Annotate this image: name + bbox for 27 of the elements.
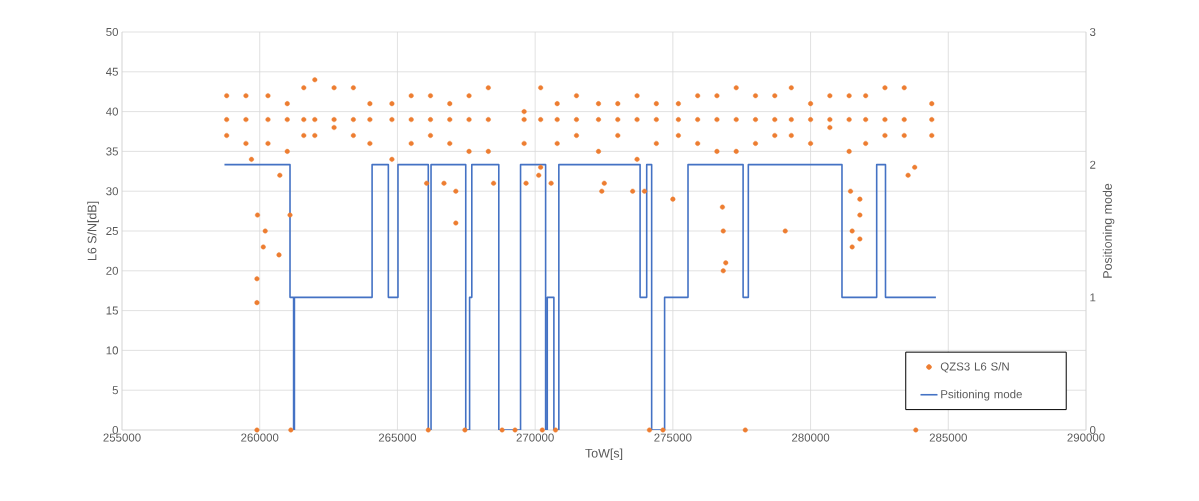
y-axis-title: L6 S/N[dB] xyxy=(87,201,99,261)
legend-label: QZS3 L6 S/N xyxy=(940,362,1009,373)
y-tick-label: 45 xyxy=(106,67,118,76)
x-tick-label: 285000 xyxy=(929,433,967,442)
y2-tick-label: 2 xyxy=(1090,160,1096,169)
y-tick-label: 0 xyxy=(112,425,119,435)
x-tick-label: 265000 xyxy=(378,433,417,442)
x-tick-label: 260000 xyxy=(241,433,279,442)
y-tick-label: 50 xyxy=(106,27,119,37)
x-tick-label: 255000 xyxy=(103,433,141,442)
y2-tick-label: 1 xyxy=(1090,293,1096,302)
y-tick-label: 35 xyxy=(106,147,118,156)
y-tick-label: 30 xyxy=(106,187,119,196)
y-tick-label: 20 xyxy=(106,266,119,275)
legend-label: Psitioning mode xyxy=(941,389,1022,401)
y-tick-label: 15 xyxy=(106,306,118,315)
x-tick-label: 270000 xyxy=(516,433,554,442)
x-tick-label: 290000 xyxy=(1067,433,1105,442)
x-axis-title: ToW[s] xyxy=(585,448,623,461)
y-tick-label: 40 xyxy=(106,107,119,116)
x-tick-label: 280000 xyxy=(792,433,830,442)
x-tick-label: 275000 xyxy=(654,433,692,442)
y-tick-label: 10 xyxy=(106,346,119,355)
y-tick-label: 25 xyxy=(106,226,118,236)
y-tick-label: 5 xyxy=(112,386,118,395)
y2-tick-label: 3 xyxy=(1089,27,1096,37)
y2-axis-title: Positioning mode xyxy=(1102,183,1115,278)
